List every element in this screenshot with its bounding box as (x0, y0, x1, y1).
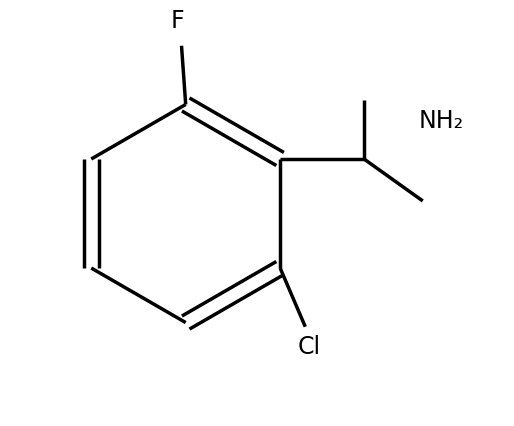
Text: NH₂: NH₂ (418, 109, 464, 133)
Text: Cl: Cl (298, 335, 321, 359)
Text: F: F (171, 9, 184, 33)
